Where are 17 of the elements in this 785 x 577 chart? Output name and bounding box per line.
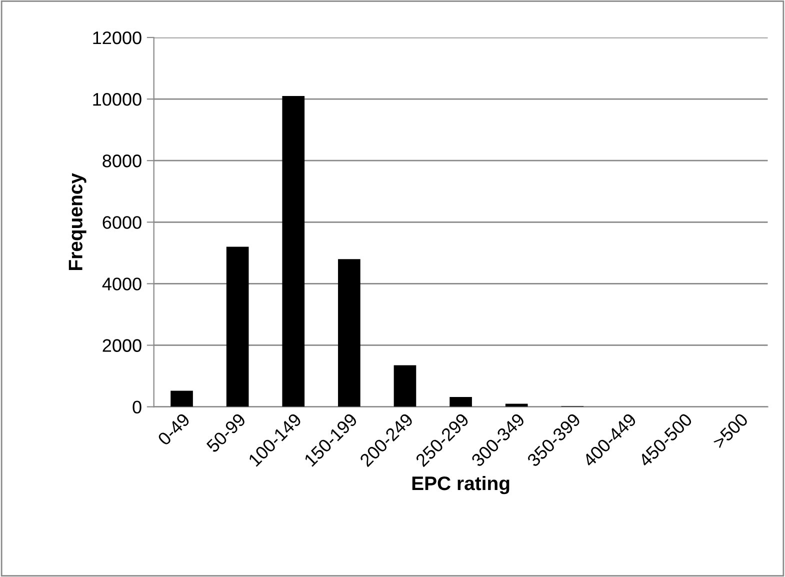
bar	[338, 259, 360, 407]
y-tick-label: 8000	[102, 154, 142, 168]
y-tick-label: 6000	[102, 216, 142, 229]
x-tick-label: 0-49	[157, 412, 191, 446]
y-tick-label: 4000	[102, 278, 142, 290]
bar	[170, 390, 193, 407]
y-tick-label: 12000	[93, 31, 142, 44]
y-tick-label: 10000	[93, 92, 142, 106]
bar	[394, 365, 416, 407]
y-tick-label: 2000	[102, 339, 142, 352]
bar	[450, 396, 472, 407]
x-axis-title: EPC rating	[412, 476, 510, 494]
y-axis-title: Frequency	[68, 173, 86, 270]
bar	[505, 404, 528, 407]
bar	[226, 246, 249, 407]
bar	[282, 96, 305, 407]
y-tick-label: 0	[132, 400, 142, 414]
